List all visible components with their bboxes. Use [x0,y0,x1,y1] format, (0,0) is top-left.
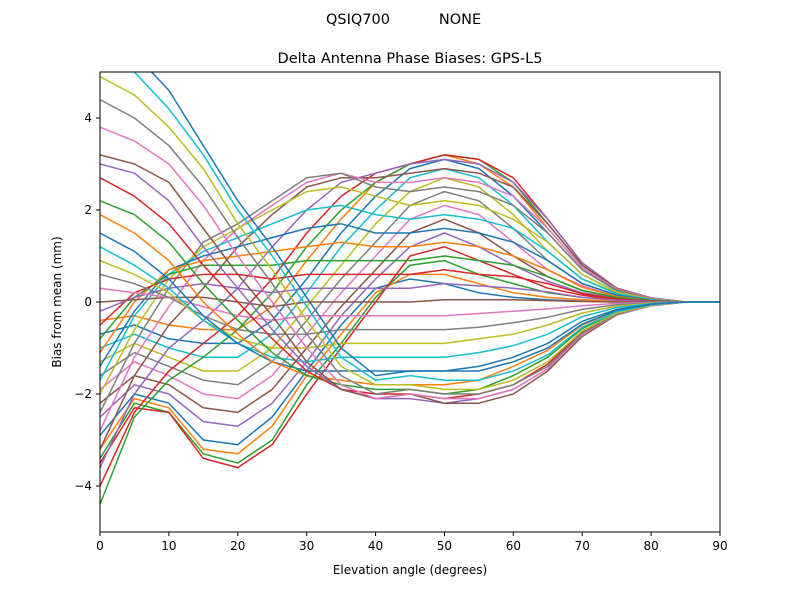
series-line-39 [133,72,720,381]
y-axis: −4 −2 0 2 4 [74,111,100,493]
x-tick-label: 40 [368,539,383,553]
x-tick-label: 70 [575,539,590,553]
x-tick-label: 20 [230,539,245,553]
x-tick-label: 90 [712,539,727,553]
x-tick-label: 60 [506,539,521,553]
x-tick-label: 10 [161,539,176,553]
y-tick-label: −2 [74,387,92,401]
series-lines [100,72,720,505]
chart-title: Delta Antenna Phase Biases: GPS-L5 [278,51,543,67]
y-tick-label: 4 [84,111,92,125]
figure-suptitle-right: NONE [439,12,481,28]
series-line-29 [100,246,720,363]
series-line-19 [100,204,720,381]
x-axis-label: Elevation angle (degrees) [333,563,487,577]
series-line-38 [100,75,720,391]
x-tick-label: 30 [299,539,314,553]
series-line-15 [100,167,720,450]
series-line-40 [150,72,720,377]
series-line-21 [100,241,720,354]
figure-suptitle-left: QSIQ700 [326,12,390,28]
x-axis: 0 10 20 30 40 50 60 70 80 90 [96,532,728,553]
y-axis-label: Bias from mean (mm) [50,236,64,367]
x-tick-label: 80 [643,539,658,553]
x-tick-label: 0 [96,539,104,553]
series-line-20 [100,223,720,367]
y-tick-label: 2 [84,203,92,217]
series-line-25 [100,296,720,308]
series-line-26 [100,287,720,322]
y-tick-label: 0 [84,295,92,309]
series-line-17 [100,172,720,413]
y-tick-label: −4 [74,479,92,493]
x-tick-label: 50 [437,539,452,553]
series-line-23 [100,269,720,326]
series-line-37 [100,98,720,395]
